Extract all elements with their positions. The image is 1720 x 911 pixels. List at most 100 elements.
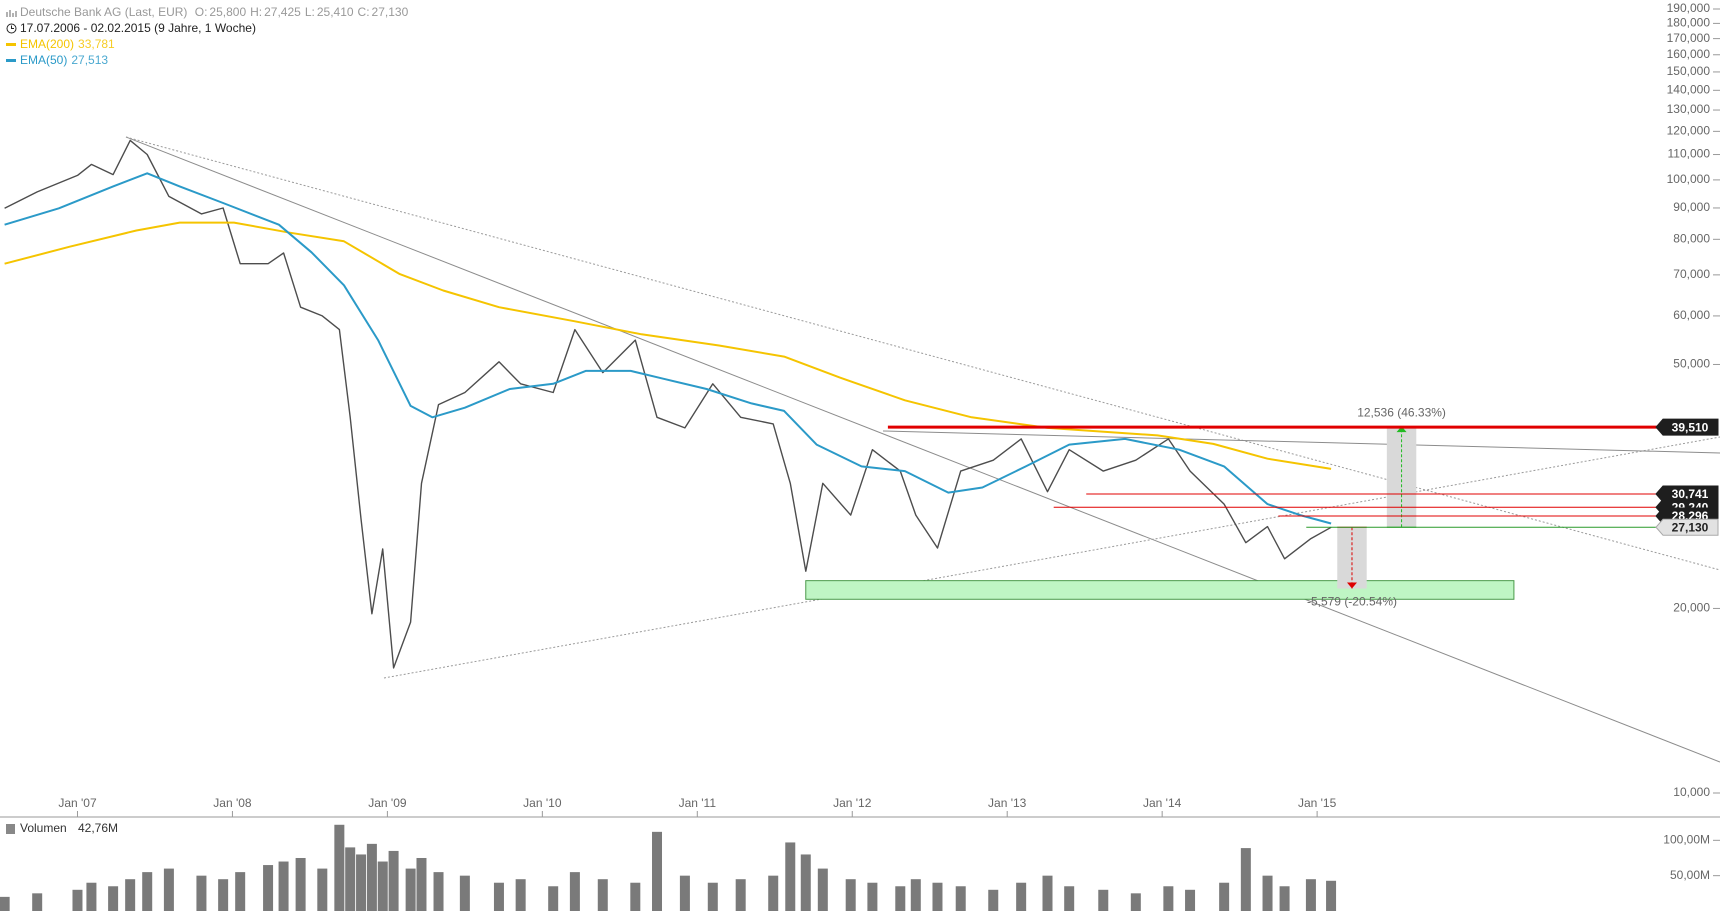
y-tick-label: 10,000 (1673, 785, 1710, 799)
volume-bar (800, 854, 811, 911)
volume-bar (493, 882, 504, 911)
level-label-box (1655, 518, 1719, 536)
y-tick-label: 110,000 (1668, 147, 1711, 161)
volume-bar (1016, 882, 1027, 911)
trendline (383, 436, 1720, 679)
legend-name: EMA(200) (20, 37, 75, 51)
y-tick-label: 80,000 (1673, 231, 1710, 245)
y-tick-label: 100,000 (1667, 172, 1711, 186)
chart-icon (6, 9, 17, 17)
y-tick-label: 160,000 (1667, 47, 1711, 61)
volume-bar (405, 868, 416, 911)
level-label-box (1655, 418, 1719, 436)
measure-arrowhead (1346, 582, 1357, 589)
x-tick-label: Jan '15 (1298, 796, 1337, 810)
support-zone (805, 580, 1515, 600)
volume-bar (1064, 886, 1075, 911)
volume-bar (652, 831, 663, 911)
volume-bar (278, 861, 289, 911)
legend-item: EMA(200) 33,781 (6, 36, 412, 52)
ema-line (4, 221, 1332, 470)
quote-value: 27,130 (371, 5, 409, 19)
volume-bar (1326, 880, 1337, 911)
ema-line (4, 172, 1332, 525)
legend: EMA(200) 33,781 EMA(50) 27,513 (6, 36, 412, 68)
legend-swatch (6, 43, 16, 47)
trendlines (125, 136, 1720, 763)
volume-bar (263, 865, 274, 911)
volume-bar (1262, 875, 1273, 911)
x-tick-label: Jan '09 (368, 796, 407, 810)
clock-icon (6, 23, 17, 34)
y-tick-label: 50,000 (1673, 357, 1710, 371)
quote-label: H: (250, 5, 263, 19)
measure-label: 12,536 (46.33%) (1357, 405, 1446, 419)
volume-bar (235, 872, 246, 911)
volume-bar (433, 872, 444, 911)
volume-icon (6, 824, 15, 834)
volume-bar (735, 879, 746, 911)
volume-bar (295, 857, 306, 911)
volume-bar (459, 875, 470, 911)
volume-bar (196, 875, 207, 911)
volume-bar (1042, 875, 1053, 911)
volume-bar (1185, 889, 1196, 911)
volume-bar (910, 879, 921, 911)
volume-bar (932, 882, 943, 911)
quote-label: L: (304, 5, 315, 19)
trendline (125, 136, 1720, 571)
chart-icon-bars (6, 9, 17, 17)
volume-bar (72, 889, 83, 911)
y-tick-label: 90,000 (1673, 200, 1710, 214)
volume-bar (569, 872, 580, 911)
level-label: 30,741 (1672, 487, 1709, 501)
quote-value: 25,410 (316, 5, 354, 19)
quote-label: C: (357, 5, 370, 19)
y-tick-label: 60,000 (1673, 308, 1710, 322)
volume-bar (768, 875, 779, 911)
volume-bar (218, 879, 229, 911)
x-tick-label: Jan '12 (833, 796, 872, 810)
y-tick-label: 180,000 (1667, 16, 1711, 30)
volume-bar (679, 875, 690, 911)
level-label: 39,510 (1672, 420, 1709, 434)
y-tick-label: 70,000 (1673, 267, 1710, 281)
volume-bar (125, 879, 136, 911)
y-tick-label: 120,000 (1667, 124, 1711, 138)
volume-bar (707, 882, 718, 911)
trendline (125, 136, 1720, 763)
volume-bar (845, 879, 856, 911)
legend-item: EMA(50) 27,513 (6, 52, 412, 68)
volume-bar (597, 879, 608, 911)
quote-label: O: (194, 5, 208, 19)
volume-bar (1240, 848, 1251, 911)
quote-value: 27,425 (264, 5, 301, 19)
volume-bar (1219, 882, 1230, 911)
trendline (882, 430, 1720, 454)
x-tick-label: Jan '07 (58, 796, 97, 810)
volume-bar (1279, 886, 1290, 911)
price-line (4, 139, 1332, 669)
clock-hands (11, 25, 14, 30)
volume-bar (1098, 889, 1109, 911)
clock-face (6, 23, 17, 34)
volume-bar (32, 893, 43, 911)
volume-bar (895, 886, 906, 911)
x-tick-label: Jan '08 (213, 796, 252, 810)
volume-bar (163, 868, 174, 911)
y-tick-label: 190,000 (1667, 1, 1711, 15)
chart-header: Deutsche Bank AG (Last, EUR) O: 25,800 H: 2… (6, 4, 412, 68)
level-label: 27,130 (1672, 520, 1709, 534)
period-line: 17.07.2006 - 02.02.2015 (9 Jahre, 1 Woch… (6, 20, 412, 36)
measure-label: -5,579 (-20.54%) (1307, 595, 1397, 609)
volume-bar (630, 882, 641, 911)
volume-bar (955, 886, 966, 911)
quote-value: 25,800 (209, 5, 247, 19)
y-tick-label: 20,000 (1673, 601, 1710, 615)
series-title: Deutsche Bank AG (Last, EUR) (20, 5, 188, 19)
volume-bar (1163, 886, 1174, 911)
y-tick-label: 170,000 (1667, 31, 1711, 45)
volume-bar (108, 886, 119, 911)
